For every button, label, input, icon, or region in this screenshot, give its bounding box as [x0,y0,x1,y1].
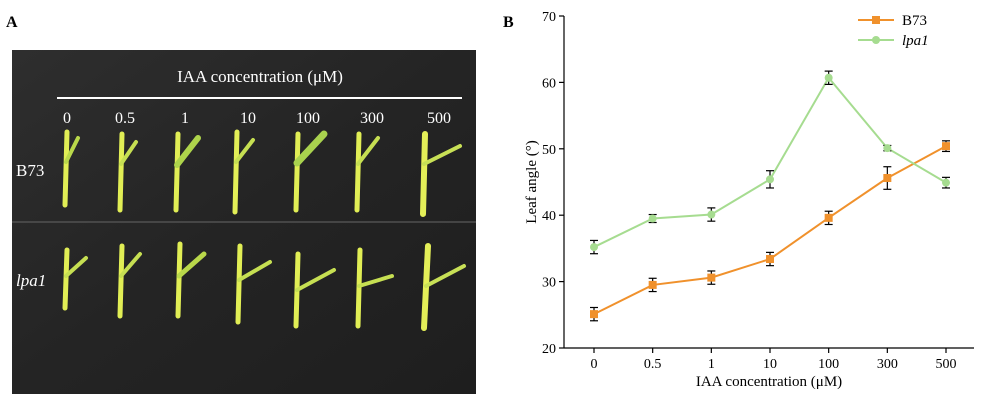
y-axis-label: Leaf angle (°) [524,140,540,223]
x-tick-label-5: 300 [877,357,898,372]
seedling-b73-6 [420,131,462,217]
point-B73-2 [707,273,716,282]
conc-label-3: 10 [240,110,256,127]
x-axis-label: IAA concentration (μM) [696,374,842,390]
photo-header: IAA concentration (μM) [177,67,343,86]
point-B73-3 [766,255,774,264]
seedling-b73-1 [117,131,138,213]
y-tick-label-5: 70 [542,10,556,25]
y-tick-label-2: 40 [542,209,556,224]
conc-label-0: 0 [63,110,71,127]
panel-a-label: A [6,14,18,31]
x-tick-label-1: 0.5 [644,357,662,372]
conc-label-2: 1 [181,110,189,127]
x-tick-label-3: 10 [763,357,777,372]
point-lpa1-4 [824,73,833,82]
point-B73-0 [590,310,598,319]
x-tick-label-6: 500 [936,357,957,372]
conc-label-5: 300 [360,110,384,127]
seedling-b73-2 [173,131,201,213]
x-tick-label-0: 0 [591,357,598,372]
x-tick-label-4: 100 [818,357,839,372]
legend-marker-lpa1 [872,36,880,44]
point-lpa1-5 [883,144,892,153]
seedling-b73-5 [354,131,380,213]
point-lpa1-0 [590,243,598,252]
conc-label-6: 500 [427,110,451,127]
leaf-angle-chart: 20 30 40 50 60 70 0 0.5 1 10 100 300 500 IAA concen… [524,10,974,390]
legend-label-B73: B73 [902,13,927,29]
point-B73-6 [942,142,950,151]
seedling-b73-0 [62,129,80,208]
x-tick-label-2: 1 [708,357,715,372]
series-line-lpa1 [593,76,947,248]
point-lpa1-2 [707,210,716,219]
point-lpa1-1 [648,214,657,223]
point-B73-5 [883,174,892,183]
seedling-lpa1-5 [355,247,394,329]
seedling-b73-3 [232,129,255,215]
seedling-photo: IAA concentration (μM) 0 0.5 1 10 100 30… [12,50,476,394]
y-tick-label-0: 20 [542,342,556,357]
seedling-lpa1-2 [175,241,207,319]
point-B73-4 [824,213,833,222]
legend-marker-B73 [872,16,880,24]
point-B73-1 [648,280,657,289]
seedling-lpa1-1 [117,243,142,319]
legend-label-lpa1: lpa1 [902,33,929,49]
chart-legend: B73 lpa1 [858,13,929,49]
seedling-lpa1-4 [293,251,336,329]
seedling-lpa1-3 [235,243,272,325]
row-label-lpa1: lpa1 [16,271,46,290]
conc-label-1: 0.5 [115,110,135,127]
y-tick-label-1: 30 [542,276,556,291]
y-tick-label-3: 50 [542,143,556,158]
conc-label-4: 100 [296,110,320,127]
point-lpa1-3 [766,175,774,184]
seedling-lpa1-6 [421,243,466,331]
seedling-b73-4 [293,130,328,213]
seedling-lpa1-0 [62,247,88,311]
panel-b-label: B [503,14,514,31]
point-lpa1-6 [942,178,950,187]
y-tick-label-4: 60 [542,76,556,91]
row-label-b73: B73 [16,161,44,180]
